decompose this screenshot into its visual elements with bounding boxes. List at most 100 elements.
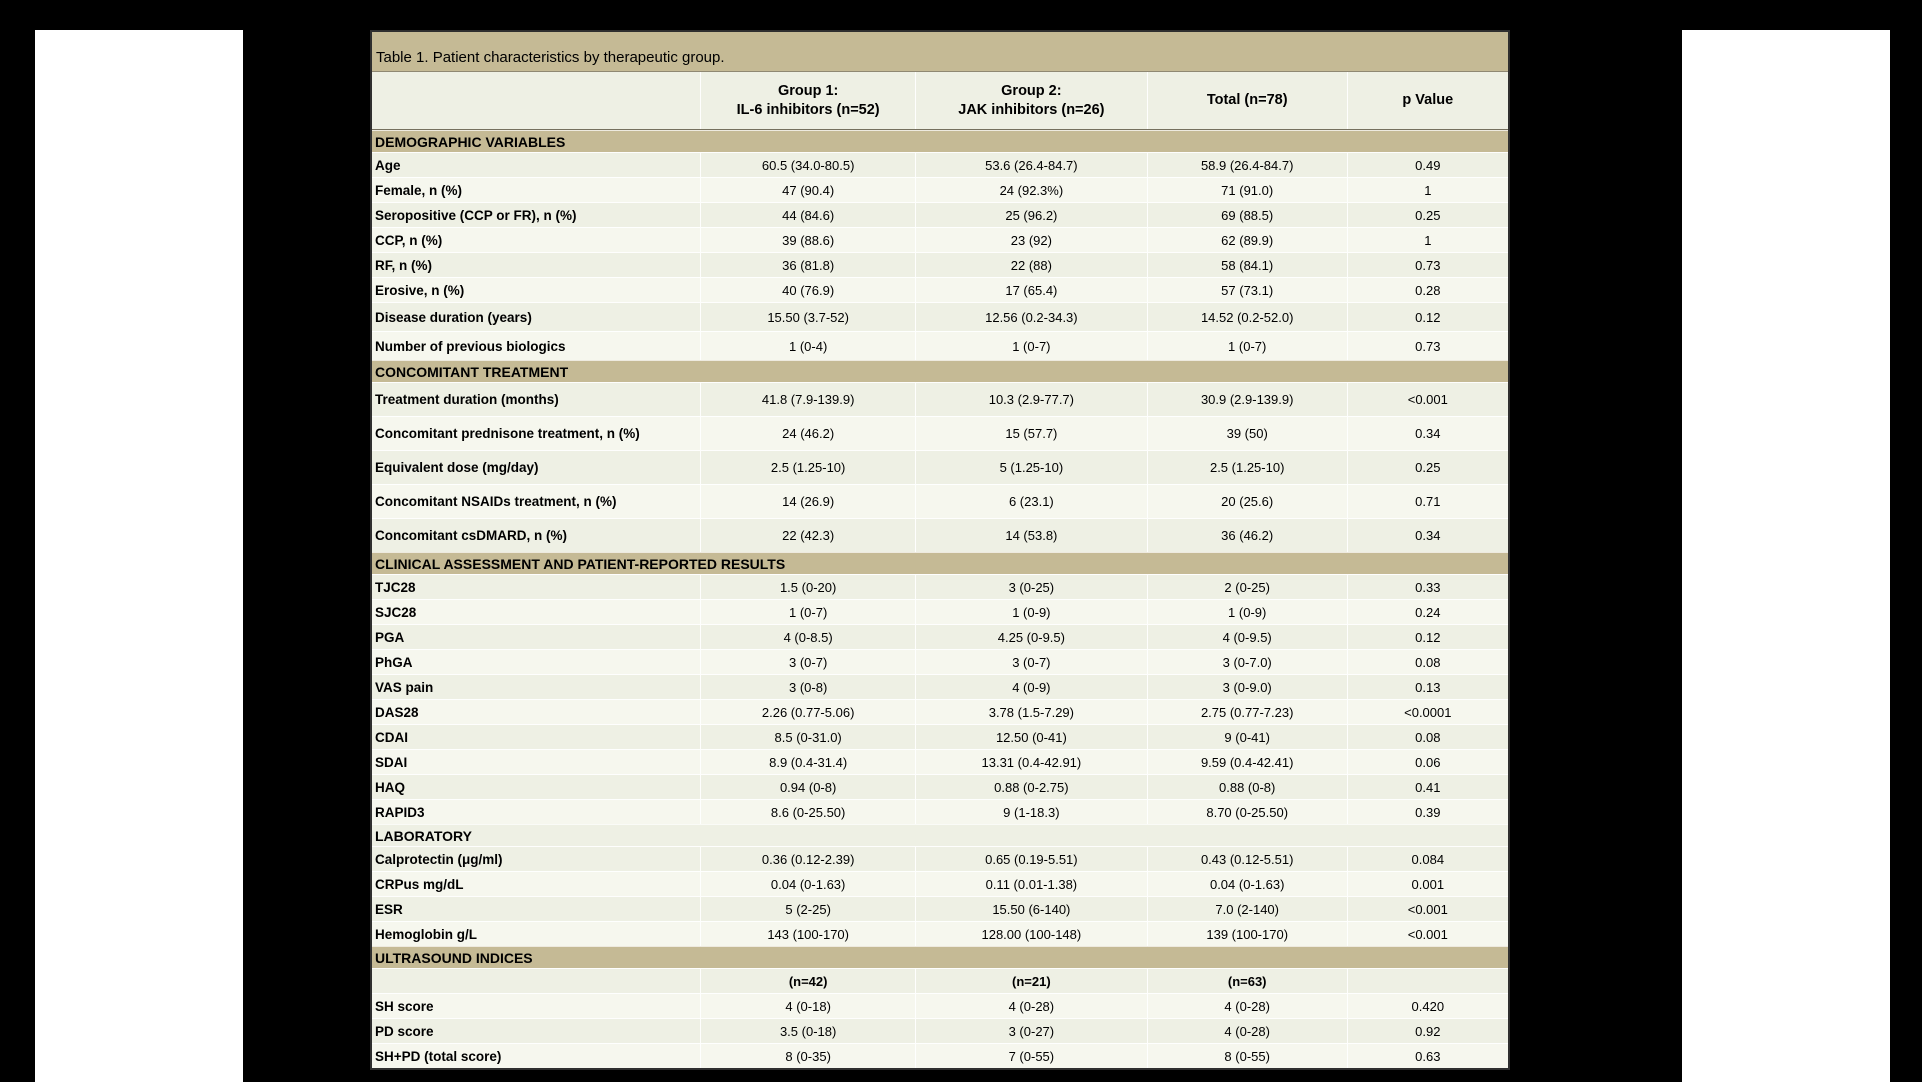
cell-value: 2.5 (1.25-10) bbox=[1146, 450, 1347, 484]
cell-value: 22 (42.3) bbox=[700, 518, 915, 552]
cell-pvalue: 0.084 bbox=[1346, 846, 1508, 871]
table-header-row: Group 1: IL-6 inhibitors (n=52) Group 2:… bbox=[372, 72, 1508, 130]
table-row: CRPus mg/dL 0.04 (0-1.63) 0.11 (0.01-1.38)… bbox=[372, 871, 1508, 896]
cell-value: 4 (0-28) bbox=[915, 993, 1147, 1018]
row-label: SJC28 bbox=[372, 599, 701, 624]
cell-value: 5 (1.25-10) bbox=[915, 450, 1147, 484]
section-band: CLINICAL ASSESSMENT AND PATIENT-REPORTED… bbox=[372, 552, 1508, 574]
table-row: Female, n (%) 47 (90.4) 24 (92.3%) 71 (91.0… bbox=[372, 177, 1508, 202]
cell-value: 9 (0-41) bbox=[1146, 724, 1347, 749]
cell-value: (n=21) bbox=[915, 968, 1147, 993]
table-row: PGA 4 (0-8.5) 4.25 (0-9.5) 4 (0-9.5) 0.12 bbox=[372, 624, 1508, 649]
cell-value: 12.50 (0-41) bbox=[915, 724, 1147, 749]
cell-pvalue: 0.25 bbox=[1346, 202, 1508, 227]
cell-value: 8.5 (0-31.0) bbox=[700, 724, 915, 749]
cell-value: 0.94 (0-8) bbox=[700, 774, 915, 799]
cell-value: 62 (89.9) bbox=[1146, 227, 1347, 252]
cell-value: 9.59 (0.4-42.41) bbox=[1146, 749, 1347, 774]
cell-value: 36 (81.8) bbox=[700, 252, 915, 277]
table-row: Age 60.5 (34.0-80.5) 53.6 (26.4-84.7) 58.9 … bbox=[372, 152, 1508, 177]
cell-pvalue: 0.12 bbox=[1346, 302, 1508, 331]
cell-pvalue: 0.420 bbox=[1346, 993, 1508, 1018]
cell-value: 3.5 (0-18) bbox=[700, 1018, 915, 1043]
right-page-margin bbox=[1682, 30, 1890, 1082]
cell-pvalue: 0.33 bbox=[1346, 574, 1508, 599]
cell-pvalue: 0.39 bbox=[1346, 799, 1508, 824]
cell-value: 7 (0-55) bbox=[915, 1043, 1147, 1068]
header-group1: Group 1: IL-6 inhibitors (n=52) bbox=[700, 72, 915, 129]
table-row: Number of previous biologics 1 (0-4) 1 (0-… bbox=[372, 331, 1508, 360]
cell-value: 3 (0-8) bbox=[700, 674, 915, 699]
cell-value: 8.9 (0.4-31.4) bbox=[700, 749, 915, 774]
row-label: Hemoglobin g/L bbox=[372, 921, 701, 946]
cell-value: 40 (76.9) bbox=[700, 277, 915, 302]
cell-value: 60.5 (34.0-80.5) bbox=[700, 152, 915, 177]
cell-value: 7.0 (2-140) bbox=[1146, 896, 1347, 921]
cell-pvalue: 0.001 bbox=[1346, 871, 1508, 896]
cell-value: 24 (92.3%) bbox=[915, 177, 1147, 202]
cell-value: 14.52 (0.2-52.0) bbox=[1146, 302, 1347, 331]
cell-value: 44 (84.6) bbox=[700, 202, 915, 227]
cell-pvalue: 0.12 bbox=[1346, 624, 1508, 649]
cell-value: 17 (65.4) bbox=[915, 277, 1147, 302]
table-row: Hemoglobin g/L 143 (100-170) 128.00 (100-1… bbox=[372, 921, 1508, 946]
table-row: CDAI 8.5 (0-31.0) 12.50 (0-41) 9 (0-41) 0.08 bbox=[372, 724, 1508, 749]
cell-pvalue: 0.28 bbox=[1346, 277, 1508, 302]
cell-pvalue: 0.34 bbox=[1346, 416, 1508, 450]
cell-value: 0.88 (0-8) bbox=[1146, 774, 1347, 799]
table-row: TJC28 1.5 (0-20) 3 (0-25) 2 (0-25) 0.33 bbox=[372, 574, 1508, 599]
cell-value: 71 (91.0) bbox=[1146, 177, 1347, 202]
cell-value: 15 (57.7) bbox=[915, 416, 1147, 450]
cell-pvalue: 0.08 bbox=[1346, 649, 1508, 674]
cell-value: 8 (0-55) bbox=[1146, 1043, 1347, 1068]
table-row: SH score 4 (0-18) 4 (0-28) 4 (0-28) 0.420 bbox=[372, 993, 1508, 1018]
row-label: HAQ bbox=[372, 774, 701, 799]
cell-value: 4 (0-18) bbox=[700, 993, 915, 1018]
cell-value: 8.70 (0-25.50) bbox=[1146, 799, 1347, 824]
cell-pvalue: 0.73 bbox=[1346, 252, 1508, 277]
table-row: Erosive, n (%) 40 (76.9) 17 (65.4) 57 (73.1… bbox=[372, 277, 1508, 302]
row-label: Concomitant csDMARD, n (%) bbox=[372, 518, 701, 552]
cell-pvalue: 0.49 bbox=[1346, 152, 1508, 177]
table-row: PhGA 3 (0-7) 3 (0-7) 3 (0-7.0) 0.08 bbox=[372, 649, 1508, 674]
table-row: SJC28 1 (0-7) 1 (0-9) 1 (0-9) 0.24 bbox=[372, 599, 1508, 624]
header-total-line1: Total (n=78) bbox=[1206, 92, 1288, 109]
header-group2-line1: Group 2: bbox=[1001, 83, 1062, 100]
cell-pvalue: 0.13 bbox=[1346, 674, 1508, 699]
header-empty-cell bbox=[372, 72, 700, 129]
cell-value: 8.6 (0-25.50) bbox=[700, 799, 915, 824]
cell-value: 9 (1-18.3) bbox=[915, 799, 1147, 824]
table-row: SDAI 8.9 (0.4-31.4) 13.31 (0.4-42.91) 9.59 … bbox=[372, 749, 1508, 774]
cell-value: 14 (53.8) bbox=[915, 518, 1147, 552]
cell-value: 20 (25.6) bbox=[1146, 484, 1347, 518]
table-row: Concomitant NSAIDs treatment, n (%) 14 (2… bbox=[372, 484, 1508, 518]
row-label: Equivalent dose (mg/day) bbox=[372, 450, 701, 484]
cell-value: 4 (0-9) bbox=[915, 674, 1147, 699]
cell-value: 0.88 (0-2.75) bbox=[915, 774, 1147, 799]
table-title: Table 1. Patient characteristics by ther… bbox=[372, 32, 1508, 72]
cell-value: 39 (88.6) bbox=[700, 227, 915, 252]
cell-value: 4 (0-28) bbox=[1146, 1018, 1347, 1043]
cell-value: 14 (26.9) bbox=[700, 484, 915, 518]
cell-value: 143 (100-170) bbox=[700, 921, 915, 946]
cell-value: (n=63) bbox=[1146, 968, 1347, 993]
header-group1-line1: Group 1: bbox=[777, 83, 839, 100]
row-label: Concomitant NSAIDs treatment, n (%) bbox=[372, 484, 701, 518]
cell-value: 25 (96.2) bbox=[915, 202, 1147, 227]
row-label bbox=[372, 968, 701, 993]
cell-value: 2.75 (0.77-7.23) bbox=[1146, 699, 1347, 724]
table-row: CCP, n (%) 39 (88.6) 23 (92) 62 (89.9) 1 bbox=[372, 227, 1508, 252]
cell-pvalue: 0.63 bbox=[1346, 1043, 1508, 1068]
cell-value: 3 (0-7) bbox=[915, 649, 1147, 674]
cell-value: 2.26 (0.77-5.06) bbox=[700, 699, 915, 724]
cell-value: 6 (23.1) bbox=[915, 484, 1147, 518]
cell-value: 57 (73.1) bbox=[1146, 277, 1347, 302]
table-row: SH+PD (total score) 8 (0-35) 7 (0-55) 8 (0-… bbox=[372, 1043, 1508, 1068]
cell-value: 4 (0-8.5) bbox=[700, 624, 915, 649]
row-label: Age bbox=[372, 152, 701, 177]
cell-pvalue: 1 bbox=[1346, 227, 1508, 252]
cell-pvalue: 0.73 bbox=[1346, 331, 1508, 360]
table-row: (n=42) (n=21) (n=63) bbox=[372, 968, 1508, 993]
cell-value: 13.31 (0.4-42.91) bbox=[915, 749, 1147, 774]
cell-value: 3 (0-7.0) bbox=[1146, 649, 1347, 674]
